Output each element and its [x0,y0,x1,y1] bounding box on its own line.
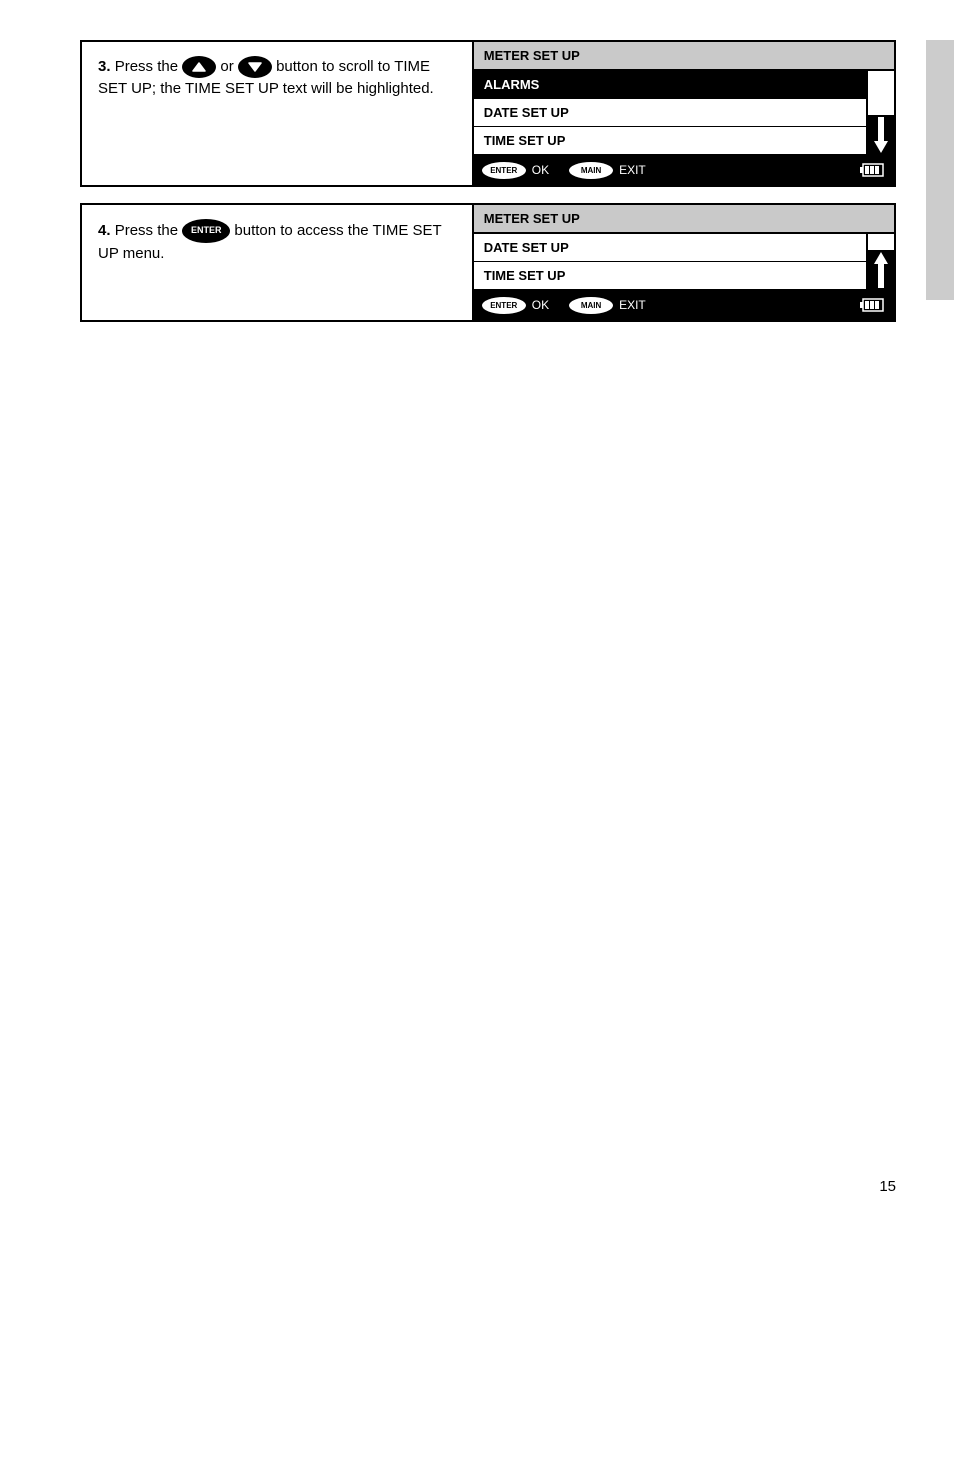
screen-body: ALARMS DATE SET UP TIME SET UP [474,71,894,155]
screen-body: DATE SET UP TIME SET UP [474,234,894,290]
step-3-box: 3. Press the or button to scroll to TIME… [80,40,896,187]
step-4-number: 4. [98,222,111,239]
screen-header: METER SET UP [474,205,894,234]
step-3-text-b: or [220,58,238,75]
blank-space [80,338,896,1158]
scroll-up-icon [873,250,889,290]
enter-button-icon: ENTER [182,219,230,243]
scroll-thumb [868,250,894,290]
list-item: DATE SET UP [474,99,866,127]
scroll-down-icon [873,115,889,155]
down-button-icon [238,56,272,78]
footer-main-button: MAIN [569,297,613,314]
list-item: TIME SET UP [474,262,866,290]
footer-enter-button: ENTER [482,162,526,179]
footer-left: ENTER OK MAIN EXIT [482,162,646,179]
footer-left: ENTER OK MAIN EXIT [482,297,646,314]
side-tab [926,40,954,300]
footer-exit-label: EXIT [619,163,646,177]
scroll-track [868,71,894,115]
battery-icon [860,163,886,177]
scrollbar [866,71,894,155]
list-item: DATE SET UP [474,234,866,262]
step-3-screen: METER SET UP ALARMS DATE SET UP TIME SET… [472,42,894,185]
battery-icon [860,298,886,312]
list-item: TIME SET UP [474,127,866,155]
page-container: 3. Press the or button to scroll to TIME… [0,0,954,1235]
screen-header: METER SET UP [474,42,894,71]
screen-footer: ENTER OK MAIN EXIT [474,290,894,320]
screen-footer: ENTER OK MAIN EXIT [474,155,894,185]
footer-enter-button: ENTER [482,297,526,314]
screen-list: ALARMS DATE SET UP TIME SET UP [474,71,866,155]
list-item: ALARMS [474,71,866,99]
page-number: 15 [80,1178,896,1195]
scroll-thumb [868,115,894,155]
step-3-instruction: 3. Press the or button to scroll to TIME… [82,42,472,185]
step-3-number: 3. [98,58,111,75]
step-3-text-a: Press the [115,58,183,75]
footer-ok-label: OK [532,298,549,312]
scroll-track [868,234,894,250]
step-4-screen: METER SET UP DATE SET UP TIME SET UP [472,205,894,320]
up-button-icon [182,56,216,78]
footer-ok-label: OK [532,163,549,177]
footer-main-button: MAIN [569,162,613,179]
step-4-text-a: Press the [115,222,183,239]
scrollbar [866,234,894,290]
step-4-instruction: 4. Press the ENTER button to access the … [82,205,472,320]
screen-list: DATE SET UP TIME SET UP [474,234,866,290]
step-4-box: 4. Press the ENTER button to access the … [80,203,896,322]
footer-exit-label: EXIT [619,298,646,312]
